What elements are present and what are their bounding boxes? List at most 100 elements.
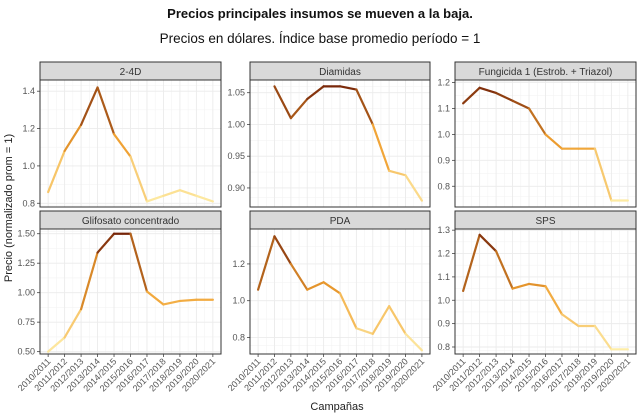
line-segment-glifosato-concentrado xyxy=(162,299,182,306)
line-segment-pda xyxy=(322,281,342,295)
y-tick-label: 1.2 xyxy=(437,249,450,259)
line-segment-fungicida-1-estrob-triazol- xyxy=(593,147,613,202)
line-segment-2-4d xyxy=(129,155,149,203)
line-segment-glifosato-concentrado xyxy=(47,336,66,353)
panel-3: 0.50 0.75 1.00 1.25 1.50 Glifosato concentrad… xyxy=(16,210,222,393)
line-segment-sps xyxy=(462,233,481,293)
y-tick-label: 1.2 xyxy=(22,124,35,134)
facet-strip xyxy=(454,61,637,81)
y-tick-label: 1.0 xyxy=(437,295,450,305)
line-segment-fungicida-1-estrob-triazol- xyxy=(462,86,481,105)
facet-label: 2-4D xyxy=(120,67,142,78)
line-segment-pda xyxy=(257,235,276,291)
y-tick-label: 1.0 xyxy=(22,161,35,171)
line-segment-2-4d xyxy=(96,86,116,136)
line-segment-diamidas xyxy=(306,85,325,101)
line-segment-sps xyxy=(593,324,613,351)
line-segment-2-4d xyxy=(145,194,165,203)
line-segment-diamidas xyxy=(404,174,423,202)
line-segment-fungicida-1-estrob-triazol- xyxy=(544,133,564,150)
y-tick-label: 1.1 xyxy=(437,104,450,114)
line-segment-pda xyxy=(404,332,423,352)
facet-strip xyxy=(249,210,431,230)
panel-2: 0.8 0.9 1.0 1.1 1.2 Fungicida 1 (Estrob. + Tr… xyxy=(437,61,637,208)
line-segment-sps xyxy=(494,250,514,290)
line-segment-2-4d xyxy=(47,149,66,194)
facet-label: SPS xyxy=(535,216,555,227)
line-segment-2-4d xyxy=(79,86,99,126)
line-segment-glifosato-concentrado xyxy=(145,290,165,306)
line-segment-2-4d xyxy=(112,133,132,158)
line-segment-sps xyxy=(478,233,498,253)
facet-label: PDA xyxy=(330,216,351,227)
y-tick-label: 0.8 xyxy=(437,181,450,191)
y-tick-label: 1.1 xyxy=(437,272,450,282)
y-tick-label: 0.8 xyxy=(437,342,450,352)
y-tick-label: 1.50 xyxy=(17,229,35,239)
chart-subtitle: Precios en dólares. Índice base promedio… xyxy=(159,31,481,46)
line-segment-sps xyxy=(544,285,564,316)
line-segment-2-4d xyxy=(63,123,83,153)
y-tick-label: 1.05 xyxy=(227,88,245,98)
facet-label: Glifosato concentrado xyxy=(82,216,180,227)
y-tick-label: 0.9 xyxy=(437,155,450,165)
y-tick-label: 0.75 xyxy=(17,317,35,327)
line-segment-pda xyxy=(306,281,325,291)
y-tick-label: 1.4 xyxy=(22,86,35,96)
y-tick-label: 0.95 xyxy=(227,151,245,161)
y-tick-label: 0.9 xyxy=(437,319,450,329)
y-tick-label: 1.00 xyxy=(17,288,35,298)
line-segment-diamidas xyxy=(371,123,391,172)
y-tick-label: 0.8 xyxy=(232,332,245,342)
line-segment-fungicida-1-estrob-triazol- xyxy=(511,99,531,110)
line-segment-fungicida-1-estrob-triazol- xyxy=(527,107,547,136)
line-segment-diamidas xyxy=(355,88,374,126)
line-segment-glifosato-concentrado xyxy=(63,308,83,339)
line-segment-diamidas xyxy=(338,85,358,91)
line-segment-pda xyxy=(388,305,407,335)
line-segment-glifosato-concentrado xyxy=(178,298,198,303)
line-segment-pda xyxy=(273,235,292,266)
panel-4: 0.81.01.2PDA2010/20112011/20122012/20132… xyxy=(226,210,431,393)
line-segment-sps xyxy=(560,313,580,328)
line-segment-2-4d xyxy=(195,194,214,203)
line-segment-pda xyxy=(355,327,374,335)
y-tick-label: 1.2 xyxy=(437,78,450,88)
line-segment-diamidas xyxy=(273,85,292,120)
line-segment-pda xyxy=(338,292,358,330)
facet-label: Fungicida 1 (Estrob. + Triazol) xyxy=(479,67,613,78)
panel-1: 0.90 0.95 1.00 1.05 Diamidas xyxy=(227,61,431,208)
y-tick-label: 0.8 xyxy=(22,198,35,208)
line-segment-pda xyxy=(289,262,309,291)
panel-5: 0.80.91.01.11.21.3SPS2010/20112011/20122… xyxy=(431,210,637,393)
line-segment-2-4d xyxy=(162,189,182,197)
y-tick-label: 1.2 xyxy=(232,259,245,269)
facet-strip xyxy=(249,61,431,81)
facet-strip xyxy=(39,61,222,81)
line-segment-fungicida-1-estrob-triazol- xyxy=(478,86,498,95)
y-tick-label: 1.0 xyxy=(232,296,245,306)
line-segment-glifosato-concentrado xyxy=(129,232,149,293)
chart-title: Precios principales insumos se mueven a … xyxy=(167,6,473,21)
panel-0: 0.8 1.0 1.2 1.4 2-4D xyxy=(22,61,222,208)
x-axis-title: Campañas xyxy=(310,401,364,413)
y-tick-label: 1.0 xyxy=(437,129,450,139)
line-segment-pda xyxy=(371,305,391,335)
y-axis-title: Precio (normalizado prom = 1) xyxy=(3,134,15,282)
y-tick-label: 1.25 xyxy=(17,258,35,268)
y-tick-label: 1.3 xyxy=(437,225,450,235)
line-segment-glifosato-concentrado xyxy=(79,251,99,311)
line-segment-sps xyxy=(527,282,547,288)
line-segment-2-4d xyxy=(178,189,198,197)
line-segment-glifosato-concentrado xyxy=(96,232,116,254)
y-tick-label: 0.90 xyxy=(227,183,245,193)
line-segment-diamidas xyxy=(388,169,407,177)
line-segment-diamidas xyxy=(289,97,309,120)
facet-strip xyxy=(454,210,637,230)
y-tick-label: 0.50 xyxy=(17,347,35,357)
facet-strip xyxy=(39,210,222,230)
line-segment-fungicida-1-estrob-triazol- xyxy=(494,91,514,102)
line-segment-sps xyxy=(511,282,531,290)
y-tick-label: 1.00 xyxy=(227,119,245,129)
